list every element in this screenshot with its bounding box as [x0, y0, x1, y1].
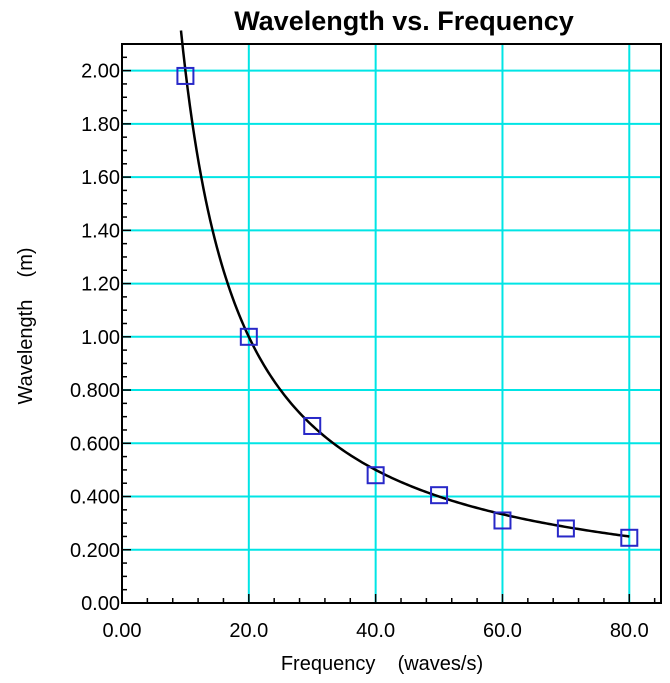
y-axis-ticks: 0.00 0.200 0.400 0.600 0.800 1.00 1.20 1.40 1.60…	[70, 61, 120, 615]
data-point	[176, 66, 195, 85]
chart-title: Wavelength vs. Frequency	[234, 6, 574, 36]
y-axis-label: Wavelength (m)	[15, 247, 37, 404]
x-tick-label: 20.0	[229, 620, 268, 642]
y-tick-label: 1.80	[81, 114, 120, 136]
grid	[122, 44, 661, 603]
data-point	[493, 511, 512, 530]
y-tick-label: 2.00	[81, 61, 120, 83]
y-tick-label: 0.200	[70, 540, 120, 562]
data-point	[303, 416, 322, 435]
y-tick-label: 1.60	[81, 167, 120, 189]
data-point	[620, 528, 639, 547]
data-point	[430, 486, 449, 505]
data-point	[239, 327, 258, 346]
y-tick-label: 1.20	[81, 274, 120, 296]
y-tick-label: 0.600	[70, 433, 120, 455]
x-tick-label: 60.0	[483, 620, 522, 642]
x-tick-label: 0.00	[103, 620, 142, 642]
y-tick-label: 0.00	[81, 593, 120, 615]
y-tick-label: 0.800	[70, 380, 120, 402]
y-tick-label: 1.00	[81, 327, 120, 349]
fit-curve-group	[179, 30, 630, 538]
y-tick-label: 1.40	[81, 220, 120, 242]
fit-curve	[179, 30, 630, 538]
x-axis-ticks: 0.00 20.0 40.0 60.0 80.0	[103, 620, 649, 642]
x-tick-label: 40.0	[356, 620, 395, 642]
data-point	[366, 466, 385, 485]
data-points	[176, 66, 639, 547]
y-tick-label: 0.400	[70, 487, 120, 509]
axes	[121, 43, 662, 604]
x-tick-label: 80.0	[610, 620, 649, 642]
x-axis-label: Frequency (waves/s)	[281, 653, 483, 675]
data-point	[556, 519, 575, 538]
plot-frame	[121, 43, 662, 604]
